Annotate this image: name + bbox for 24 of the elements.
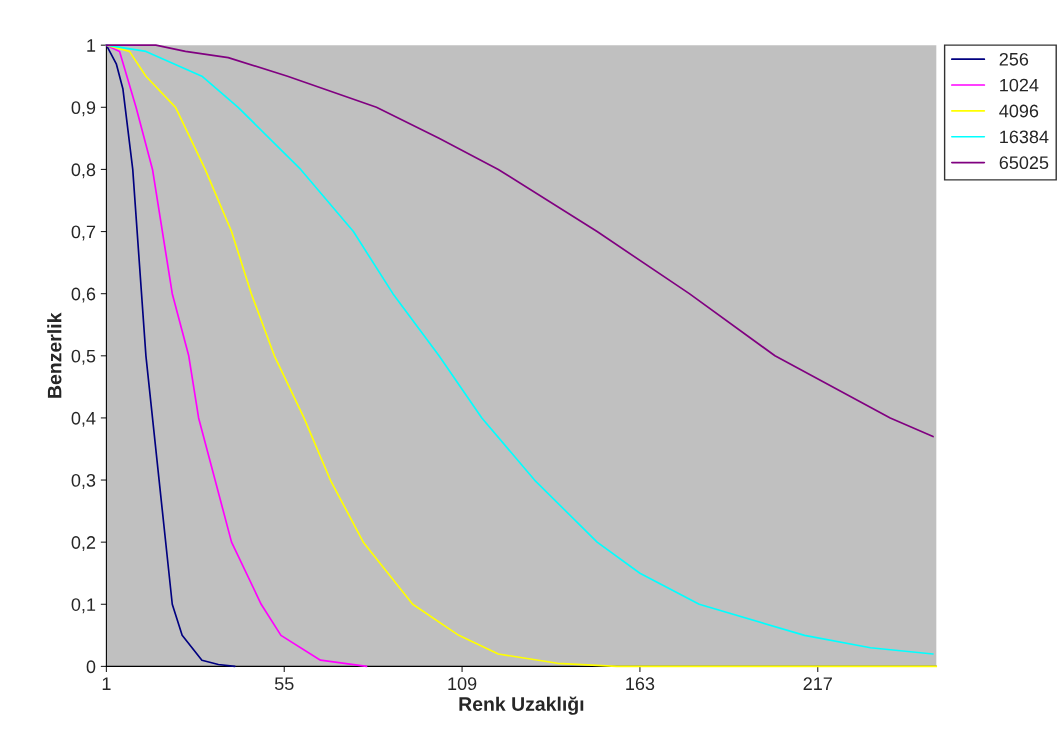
y-tick-label: 0,7: [71, 225, 96, 241]
y-tick-label: 0,5: [71, 349, 96, 365]
y-tick-label: 1: [87, 39, 96, 52]
y-axis-title: Benzerlik: [47, 312, 62, 398]
x-tick-label: 109: [448, 677, 477, 691]
legend-label: 1024: [1000, 78, 1039, 92]
y-tick-label: 0,2: [71, 536, 96, 552]
x-axis-title: Renk Uzaklığı: [459, 696, 584, 715]
y-tick-label: 0,1: [71, 598, 96, 614]
y-tick-label: 0: [86, 660, 96, 674]
y-tick-label: 0,3: [71, 473, 96, 489]
y-tick-label: 0,9: [71, 101, 96, 117]
y-tick-label: 0,4: [71, 411, 96, 427]
legend-label: 256: [999, 52, 1029, 66]
legend-label: 16384: [1000, 130, 1049, 144]
x-tick-label: 55: [274, 677, 294, 691]
y-tick-label: 0,6: [71, 287, 96, 303]
legend-label: 65025: [999, 156, 1049, 170]
x-tick-label: 217: [803, 677, 832, 690]
legend-label: 4096: [999, 104, 1039, 118]
x-tick-label: 1: [102, 677, 111, 690]
line-series: [105, 44, 934, 438]
y-tick-label: 0,8: [71, 163, 96, 179]
x-tick-label: 163: [626, 677, 655, 691]
